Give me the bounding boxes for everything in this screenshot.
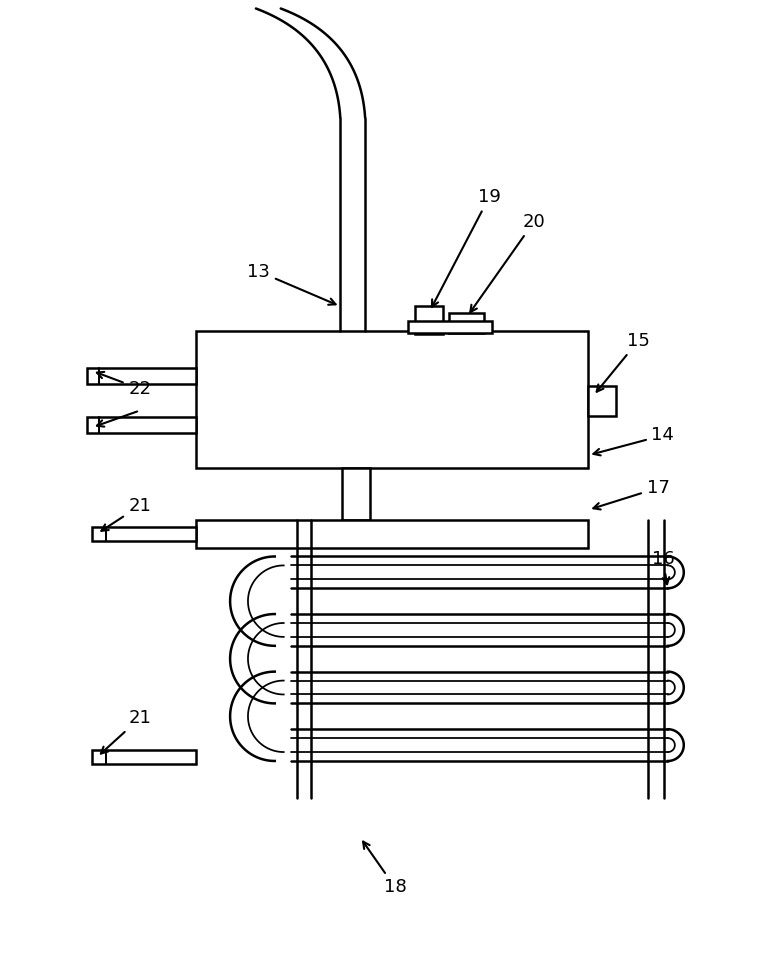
Text: 15: 15 — [597, 332, 649, 391]
Bar — [408, 321, 492, 333]
Text: 14: 14 — [594, 426, 674, 455]
Bar — [342, 468, 370, 519]
Bar — [92, 526, 197, 541]
Text: 18: 18 — [363, 842, 406, 896]
Bar — [197, 519, 588, 548]
Bar — [92, 750, 197, 764]
Text: 19: 19 — [432, 188, 501, 307]
Text: 20: 20 — [470, 213, 546, 312]
Text: 17: 17 — [594, 479, 669, 510]
Text: 22: 22 — [97, 372, 152, 398]
Bar — [87, 368, 197, 384]
Bar — [87, 418, 197, 433]
Text: 21: 21 — [101, 709, 151, 753]
Bar — [588, 385, 616, 416]
Text: 21: 21 — [101, 497, 151, 531]
Bar — [415, 306, 443, 334]
Bar — [197, 331, 588, 468]
Text: 16: 16 — [652, 551, 674, 585]
Bar — [450, 314, 484, 333]
Text: 13: 13 — [248, 262, 335, 305]
